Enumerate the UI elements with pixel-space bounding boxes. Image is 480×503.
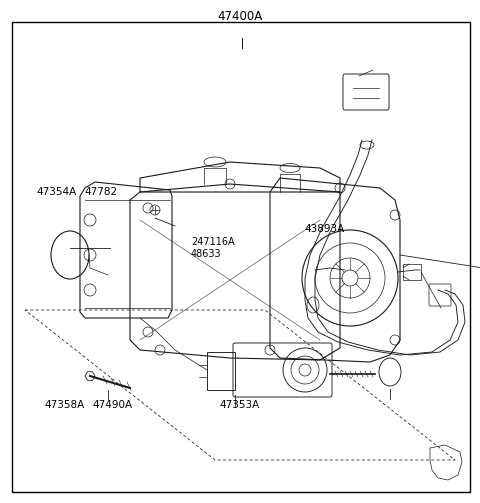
Text: 47358A: 47358A bbox=[45, 400, 85, 410]
Bar bbox=[207, 352, 235, 390]
Text: 47353A: 47353A bbox=[220, 400, 260, 410]
Text: 47354A: 47354A bbox=[36, 187, 76, 197]
Text: 48633: 48633 bbox=[191, 248, 222, 259]
Text: 43893A: 43893A bbox=[305, 224, 345, 234]
Bar bbox=[403, 264, 421, 280]
Text: 47490A: 47490A bbox=[93, 400, 133, 410]
Text: 247116A: 247116A bbox=[191, 237, 235, 247]
Text: 47782: 47782 bbox=[84, 187, 117, 197]
Text: 47400A: 47400A bbox=[217, 10, 263, 23]
